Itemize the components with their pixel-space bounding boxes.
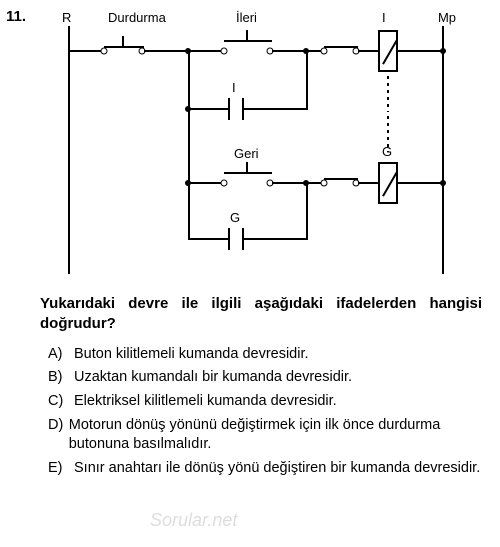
w12 bbox=[188, 108, 190, 182]
stop-nc-bar bbox=[104, 46, 144, 48]
w2 bbox=[144, 50, 188, 52]
option-c[interactable]: C)Elektriksel kilitlemeli kumanda devres… bbox=[48, 392, 482, 411]
coil-reverse bbox=[378, 162, 398, 204]
rail-left-label: R bbox=[62, 10, 71, 25]
fwd-actuator bbox=[246, 30, 248, 40]
rail-left bbox=[68, 26, 70, 274]
rev-coil-label: G bbox=[382, 144, 392, 159]
node-mp1 bbox=[440, 48, 446, 54]
w17 bbox=[398, 182, 443, 184]
w7 bbox=[398, 50, 443, 52]
option-text: Buton kilitlemeli kumanda devresidir. bbox=[74, 345, 309, 364]
ilk1-l bbox=[321, 48, 328, 55]
fwd-coil-label: I bbox=[382, 10, 386, 25]
option-text: Motorun dönüş yönünü değiştirmek için il… bbox=[69, 416, 482, 454]
w21 bbox=[306, 182, 308, 240]
option-b[interactable]: B)Uzaktan kumandalı bir kumanda devresid… bbox=[48, 368, 482, 387]
w1 bbox=[68, 50, 104, 52]
option-letter: E) bbox=[48, 459, 74, 478]
node-a2 bbox=[185, 106, 191, 112]
ilk2-l bbox=[321, 180, 328, 187]
fwd-btn-label: İleri bbox=[236, 10, 257, 25]
rev-no-l bbox=[221, 180, 228, 187]
rev-actuator bbox=[246, 162, 248, 172]
coil-forward bbox=[378, 30, 398, 72]
w8 bbox=[188, 50, 190, 110]
ilk1-bar bbox=[324, 46, 358, 48]
stop-label: Durdurma bbox=[108, 10, 166, 25]
fwd-no-l bbox=[221, 48, 228, 55]
w11 bbox=[306, 50, 308, 110]
rev-no-bar bbox=[224, 172, 272, 174]
latchI-l bbox=[228, 98, 230, 120]
latchG-label: G bbox=[230, 210, 240, 225]
option-letter: A) bbox=[48, 345, 74, 364]
w6 bbox=[358, 50, 378, 52]
option-text: Elektriksel kilitlemeli kumanda devresid… bbox=[74, 392, 337, 411]
option-letter: B) bbox=[48, 368, 74, 387]
option-letter: C) bbox=[48, 392, 74, 411]
option-text: Uzaktan kumandalı bir kumanda devresidir… bbox=[74, 368, 352, 387]
w16 bbox=[358, 182, 378, 184]
option-a[interactable]: A)Buton kilitlemeli kumanda devresidir. bbox=[48, 345, 482, 364]
w19 bbox=[188, 238, 228, 240]
latchG-l bbox=[228, 228, 230, 250]
w14 bbox=[272, 182, 306, 184]
rev-btn-label: Geri bbox=[234, 146, 259, 161]
w20 bbox=[244, 238, 306, 240]
option-d[interactable]: D)Motorun dönüş yönünü değiştirmek için … bbox=[48, 416, 482, 454]
mech-interlock-dots bbox=[387, 76, 389, 112]
latchI-label: I bbox=[232, 80, 236, 95]
w18 bbox=[188, 182, 190, 240]
question-number: 11. bbox=[6, 8, 26, 25]
option-e[interactable]: E)Sınır anahtarı ile dönüş yönü değiştir… bbox=[48, 459, 482, 478]
option-text: Sınır anahtarı ile dönüş yönü değiştiren… bbox=[74, 459, 480, 478]
watermark: Sorular.net bbox=[150, 510, 237, 531]
stop-actuator bbox=[122, 36, 124, 46]
rail-right bbox=[442, 26, 444, 274]
w10 bbox=[244, 108, 306, 110]
options-list: A)Buton kilitlemeli kumanda devresidir. … bbox=[48, 345, 482, 478]
fwd-no-bar bbox=[224, 40, 272, 42]
rail-right-label: Mp bbox=[438, 10, 456, 25]
ilk2-bar bbox=[324, 178, 358, 180]
option-letter: D) bbox=[48, 416, 69, 454]
w13 bbox=[188, 182, 224, 184]
w3 bbox=[188, 50, 224, 52]
w9 bbox=[188, 108, 228, 110]
circuit-diagram: R Mp Durdurma İleri I I Ger bbox=[56, 10, 456, 280]
question-text: Yukarıdaki devre ile ilgili aşağıdaki if… bbox=[40, 294, 482, 335]
nc-term-l bbox=[101, 48, 108, 55]
w4 bbox=[272, 50, 306, 52]
node-mp2 bbox=[440, 180, 446, 186]
